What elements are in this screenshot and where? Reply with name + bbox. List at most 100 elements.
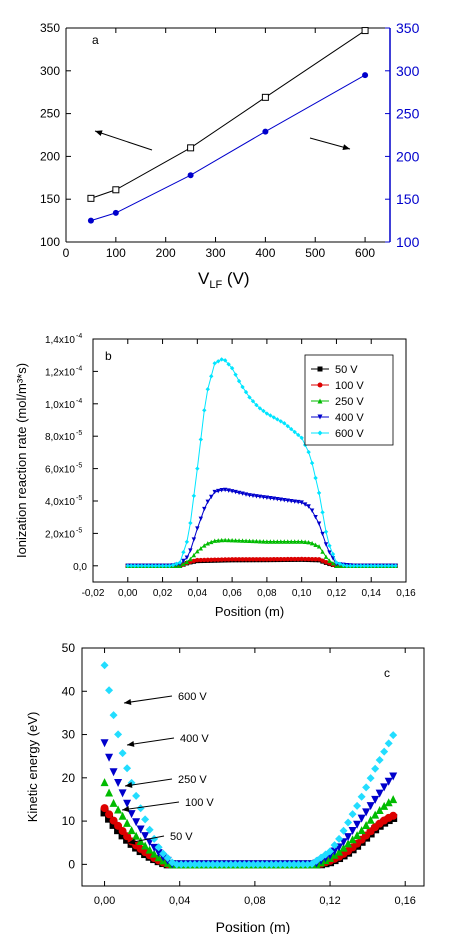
a-y-tick-label: 350 bbox=[40, 21, 60, 35]
c-data-point-4 bbox=[186, 860, 195, 869]
b-data-point-4 bbox=[268, 413, 273, 418]
a-plot-area bbox=[90, 30, 366, 222]
c-data-point-2 bbox=[348, 835, 357, 844]
b-plot-frame bbox=[92, 338, 407, 583]
a-y2-tick-label: 200 bbox=[396, 148, 420, 164]
c-data-point-4 bbox=[109, 711, 118, 720]
c-annotation-arrow-head bbox=[125, 782, 133, 788]
b-data-point-2 bbox=[261, 539, 266, 544]
b-data-point-3 bbox=[306, 504, 311, 509]
c-data-point-2 bbox=[109, 798, 118, 807]
c-data-point-3 bbox=[366, 802, 375, 811]
b-data-point-1 bbox=[261, 557, 266, 562]
c-y-axis-label: Kinetic energy (eV) bbox=[25, 712, 40, 823]
b-y-tick-label: 4,0x10 bbox=[45, 497, 75, 508]
b-data-point-3 bbox=[323, 542, 329, 547]
c-data-point-3 bbox=[123, 799, 132, 808]
c-x-tick-label: 0,04 bbox=[169, 895, 190, 907]
b-data-point-4 bbox=[205, 387, 210, 392]
b-y-tick-label: 6,0x10 bbox=[45, 465, 75, 476]
c-data-point-4 bbox=[105, 686, 114, 695]
a-y2-tick-label: 250 bbox=[396, 106, 420, 122]
b-data-point-4 bbox=[358, 563, 363, 568]
b-data-point-4 bbox=[372, 563, 377, 568]
c-data-point-1 bbox=[389, 811, 398, 820]
b-data-point-1 bbox=[271, 557, 277, 562]
b-series-line-3 bbox=[127, 489, 396, 567]
b-data-point-3 bbox=[299, 500, 304, 505]
b-data-point-2 bbox=[282, 539, 287, 544]
b-data-point-2 bbox=[243, 538, 249, 543]
b-data-point-4 bbox=[139, 563, 144, 568]
b-data-point-1 bbox=[229, 557, 235, 562]
b-data-point-4 bbox=[146, 563, 151, 568]
b-data-point-4 bbox=[202, 408, 207, 413]
b-data-point-4 bbox=[167, 563, 172, 568]
b-data-point-3 bbox=[202, 506, 207, 512]
b-data-point-4 bbox=[240, 384, 245, 390]
b-y-tick-label: 0,0 bbox=[73, 562, 87, 573]
b-y-tick-exponent: -4 bbox=[76, 398, 82, 405]
b-data-point-1 bbox=[254, 557, 259, 562]
b-data-point-4 bbox=[191, 493, 197, 499]
c-data-point-0 bbox=[118, 831, 127, 840]
a-y-tick-label: 300 bbox=[40, 64, 60, 78]
b-data-point-3 bbox=[247, 493, 252, 498]
c-data-point-4 bbox=[145, 825, 154, 834]
a-x-tick-label: 500 bbox=[305, 246, 325, 260]
c-annotation-arrow bbox=[121, 801, 180, 811]
c-data-point-3 bbox=[105, 753, 114, 762]
b-data-point-1 bbox=[257, 557, 263, 562]
b-data-point-1 bbox=[309, 556, 315, 562]
b-data-point-2 bbox=[271, 539, 277, 544]
b-data-point-4 bbox=[393, 563, 398, 568]
c-data-point-2 bbox=[380, 801, 389, 810]
b-data-point-1 bbox=[282, 556, 287, 562]
b-data-point-1 bbox=[226, 557, 231, 562]
b-data-point-4 bbox=[209, 374, 214, 379]
c-data-point-3 bbox=[389, 772, 398, 781]
b-data-point-1 bbox=[275, 557, 280, 562]
b-data-point-4 bbox=[341, 562, 346, 568]
b-data-point-3 bbox=[240, 491, 245, 496]
b-data-point-1 bbox=[240, 557, 245, 562]
b-data-point-3 bbox=[233, 489, 238, 495]
c-data-point-4 bbox=[253, 860, 262, 869]
b-data-point-3 bbox=[209, 494, 214, 500]
b-data-point-4 bbox=[219, 357, 224, 362]
b-data-point-4 bbox=[306, 449, 311, 455]
b-data-point-4 bbox=[386, 563, 391, 568]
b-y-tick-label: 1,0x10 bbox=[45, 400, 75, 411]
b-data-point-4 bbox=[327, 543, 332, 548]
c-data-point-4 bbox=[366, 774, 375, 783]
b-data-point-2 bbox=[292, 539, 297, 544]
b-x-tick-label: 0,16 bbox=[396, 588, 416, 599]
a-data-point-0 bbox=[112, 186, 120, 194]
a-x-tick-label: 0 bbox=[63, 246, 70, 260]
b-data-point-2 bbox=[327, 558, 332, 563]
c-data-point-4 bbox=[163, 854, 172, 863]
b-data-point-3 bbox=[316, 521, 322, 526]
c-data-point-2 bbox=[371, 810, 380, 819]
c-data-point-2 bbox=[154, 853, 163, 862]
c-data-point-0 bbox=[105, 814, 114, 823]
b-data-point-3 bbox=[327, 550, 332, 555]
b-data-point-3 bbox=[320, 531, 325, 537]
b-data-point-4 bbox=[320, 510, 325, 515]
c-data-point-3 bbox=[127, 810, 136, 819]
b-data-point-4 bbox=[188, 520, 193, 526]
c-data-point-1 bbox=[100, 804, 109, 813]
c-data-point-4 bbox=[204, 860, 213, 869]
c-annotation-label: 400 V bbox=[180, 733, 209, 745]
c-data-point-3 bbox=[344, 833, 353, 842]
b-x-tick-label: -0,02 bbox=[82, 588, 105, 599]
b-data-point-4 bbox=[243, 389, 249, 395]
b-data-point-4 bbox=[247, 395, 252, 400]
b-data-point-3 bbox=[261, 495, 266, 500]
b-data-point-4 bbox=[142, 563, 148, 568]
b-data-point-1 bbox=[323, 559, 329, 565]
b-data-point-1 bbox=[209, 557, 214, 563]
b-data-point-2 bbox=[229, 538, 235, 543]
c-annotation-label: 250 V bbox=[178, 774, 207, 786]
